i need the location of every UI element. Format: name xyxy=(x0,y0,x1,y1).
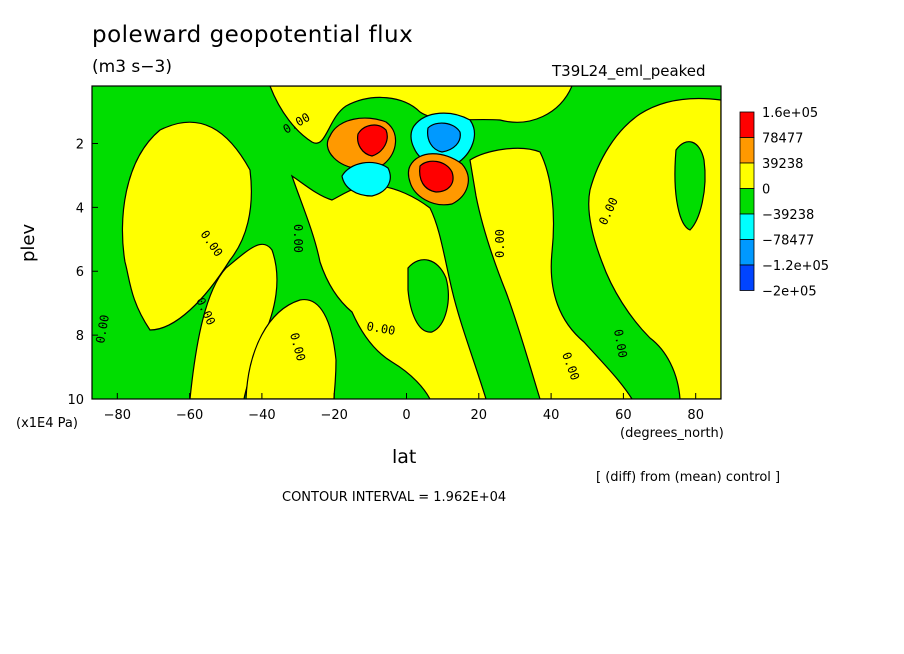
y-tick-label: 4 xyxy=(76,201,84,216)
zero-contour-label: 0.00 xyxy=(611,328,630,359)
positive-region-nh-mid xyxy=(469,147,633,399)
x-tick-label: 80 xyxy=(687,408,704,423)
negative-cell-nh-inner xyxy=(427,122,461,153)
legend-swatch xyxy=(739,162,755,189)
legend-swatch xyxy=(739,137,755,164)
legend-label: −78477 xyxy=(762,234,814,249)
legend-swatch xyxy=(739,239,755,266)
x-axis-label: lat xyxy=(392,446,417,468)
x-tick-label: −60 xyxy=(176,408,203,423)
x-tick-label: −80 xyxy=(104,408,131,423)
x-tick-label: −20 xyxy=(320,408,347,423)
x-tick-label: 40 xyxy=(543,408,560,423)
x-tick-label: −40 xyxy=(248,408,275,423)
y-tick-label: 8 xyxy=(76,329,84,344)
legend-label: −1.2e+05 xyxy=(762,259,829,274)
positive-region-equator-pocket xyxy=(407,259,449,333)
legend-label: −2e+05 xyxy=(762,285,817,300)
zero-contour-label: 0.00 xyxy=(93,314,112,345)
y-tick-label: 2 xyxy=(76,137,84,152)
y-tick-label: 6 xyxy=(76,265,84,280)
contour-interval-text: CONTOUR INTERVAL = 1.962E+04 xyxy=(282,490,507,505)
y-tick-label: 10 xyxy=(67,393,84,408)
x-tick-label: 0 xyxy=(402,408,410,423)
legend-label: 1.6e+05 xyxy=(762,106,818,121)
chart-units: (m3 s−3) xyxy=(92,57,172,77)
positive-region-upper-center xyxy=(269,86,573,144)
positive-cell-nh-inner xyxy=(419,160,454,193)
legend-swatch xyxy=(739,264,755,291)
negative-region-polar-pocket xyxy=(674,141,706,231)
zero-contour-label: 0.00 xyxy=(291,224,305,253)
positive-cell-sh-inner xyxy=(357,124,388,157)
legend-label: 0 xyxy=(762,183,770,198)
run-name: T39L24_eml_peaked xyxy=(552,62,706,80)
zero-contour-label: 0.00 xyxy=(493,229,507,258)
chart-title: poleward geopotential flux xyxy=(92,22,414,48)
y-axis-units: (x1E4 Pa) xyxy=(16,416,78,431)
x-tick-label: 60 xyxy=(615,408,632,423)
legend-label: 78477 xyxy=(762,132,803,147)
legend-swatch xyxy=(739,188,755,215)
legend-swatch xyxy=(739,213,755,240)
difference-note: [ (diff) from (mean) control ] xyxy=(596,470,781,485)
zero-contour-label: 0.00 xyxy=(365,319,396,338)
positive-region-sh-low xyxy=(245,299,337,399)
legend-label: −39238 xyxy=(762,208,814,223)
x-tick-label: 20 xyxy=(471,408,488,423)
x-axis-units: (degrees_north) xyxy=(620,426,724,441)
positive-region-sh-high xyxy=(121,121,252,331)
legend-swatch xyxy=(739,111,755,138)
negative-cell-sh-outer xyxy=(341,161,391,197)
legend-label: 39238 xyxy=(762,157,803,172)
